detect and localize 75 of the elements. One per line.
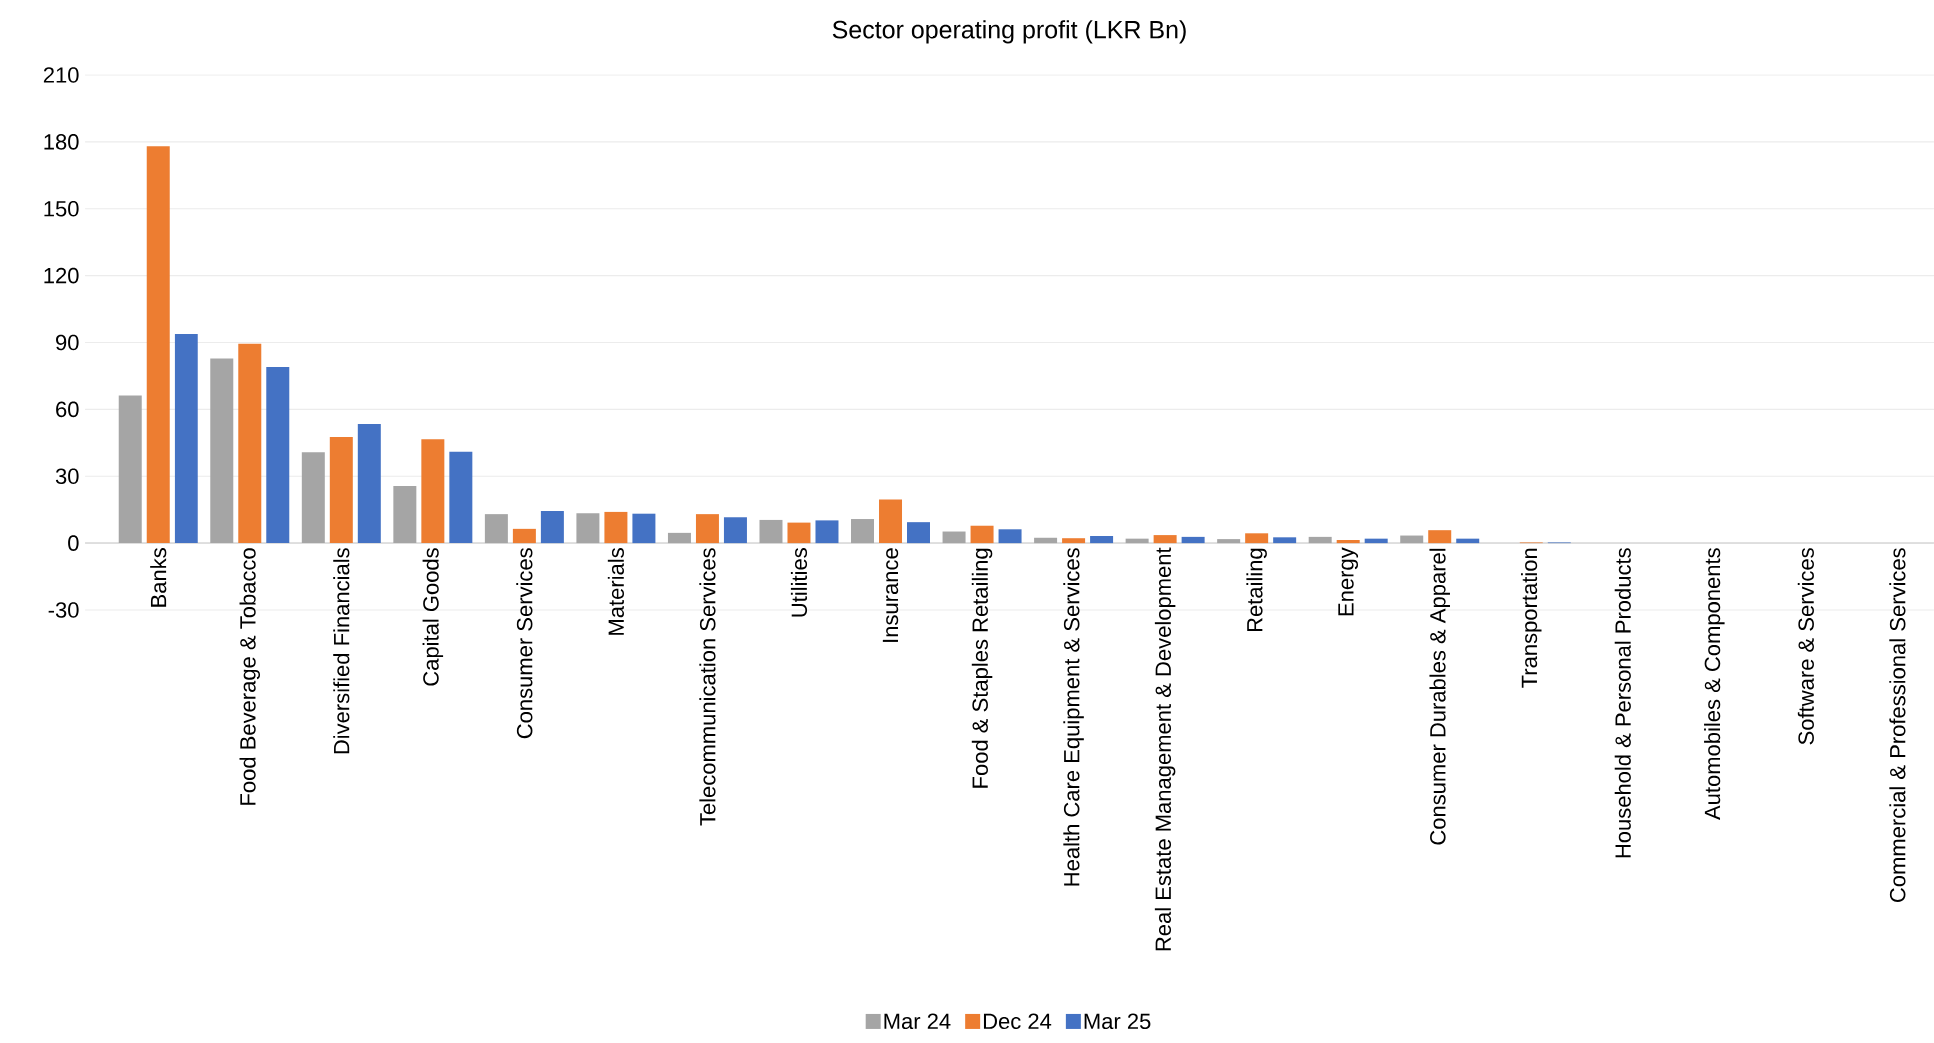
bar (174, 334, 198, 544)
bar (1400, 535, 1424, 544)
bar (998, 529, 1022, 544)
x-tick-label: Food Beverage & Tobacco (239, 548, 261, 805)
y-tick-label: 60 (56, 401, 79, 418)
x-tick-label: Automobiles & Components (1704, 548, 1725, 820)
bar (815, 520, 839, 544)
legend-label: Dec 24 (983, 1013, 1052, 1030)
x-tick-label: Diversified Financials (333, 548, 350, 754)
y-tick-label: -30 (48, 602, 79, 618)
x-tick-label: Consumer Durables & Apparel (1429, 548, 1450, 845)
y-tick-label: 90 (56, 334, 79, 351)
bar (484, 514, 508, 544)
x-tick-label: Food & Staples Retailing (971, 548, 993, 788)
bar (512, 528, 536, 544)
legend-label: Mar 24 (884, 1013, 951, 1030)
x-tick-label: Materials (607, 548, 624, 635)
bar (851, 519, 875, 544)
x-tick-label: Banks (150, 548, 167, 607)
bar (1062, 538, 1086, 544)
x-tick-label: Energy (1338, 547, 1359, 616)
bar (238, 343, 262, 544)
x-tick-label: Commercial & Professional Services (1889, 548, 1906, 902)
bar (1336, 540, 1360, 544)
bar (1034, 537, 1058, 544)
x-tick-label: Retailing (1246, 548, 1267, 632)
bar (146, 146, 170, 544)
x-tick-label: Capital Goods (422, 548, 444, 686)
x-tick-label: Consumer Services (516, 548, 533, 739)
bar (1153, 535, 1177, 544)
bar (1181, 536, 1205, 544)
bar (632, 513, 656, 544)
x-tick-label: Utilities (790, 548, 808, 617)
bar (1090, 535, 1114, 544)
x-tick-label: Household & Personal Products (1614, 548, 1631, 858)
bar (118, 395, 142, 544)
bar (907, 522, 931, 544)
x-tick-label: Transportation (1521, 548, 1542, 688)
bar (970, 525, 994, 544)
bar (667, 532, 691, 544)
y-tick-label: 0 (68, 535, 79, 551)
x-tick-label: Telecommunication Services (699, 548, 716, 826)
y-tick-label: 180 (44, 134, 79, 150)
bar (449, 451, 473, 544)
bar (266, 367, 290, 544)
bar (329, 437, 353, 544)
x-tick-label: Health Care Equipment & Services (1063, 548, 1084, 886)
legend-label: Mar 25 (1084, 1013, 1151, 1030)
y-tick-label: 210 (43, 67, 79, 83)
bar (1308, 536, 1332, 544)
bar (723, 517, 747, 544)
x-tick-label: Software & Services (1797, 548, 1814, 745)
bar (759, 519, 783, 544)
bar (393, 486, 417, 544)
bar (1245, 533, 1269, 544)
bar (604, 511, 628, 544)
bar (421, 439, 445, 544)
bar (942, 531, 966, 544)
bar (695, 514, 719, 544)
bar (301, 452, 325, 544)
y-tick-label: 150 (44, 200, 79, 217)
chart-title: Sector operating profit (LKR Bn) (832, 20, 1186, 44)
bar (1217, 539, 1241, 544)
bar (787, 522, 811, 544)
x-tick-label: Insurance (882, 548, 899, 642)
bar (1428, 530, 1452, 544)
bar (357, 424, 381, 544)
bar (576, 513, 600, 544)
y-tick-label: 120 (44, 267, 79, 284)
bar (879, 499, 903, 544)
bar (540, 511, 564, 544)
y-tick-label: 30 (55, 468, 79, 485)
bar (210, 358, 234, 544)
bar (1273, 537, 1297, 544)
x-tick-label: Real Estate Management & Development (1154, 547, 1176, 951)
